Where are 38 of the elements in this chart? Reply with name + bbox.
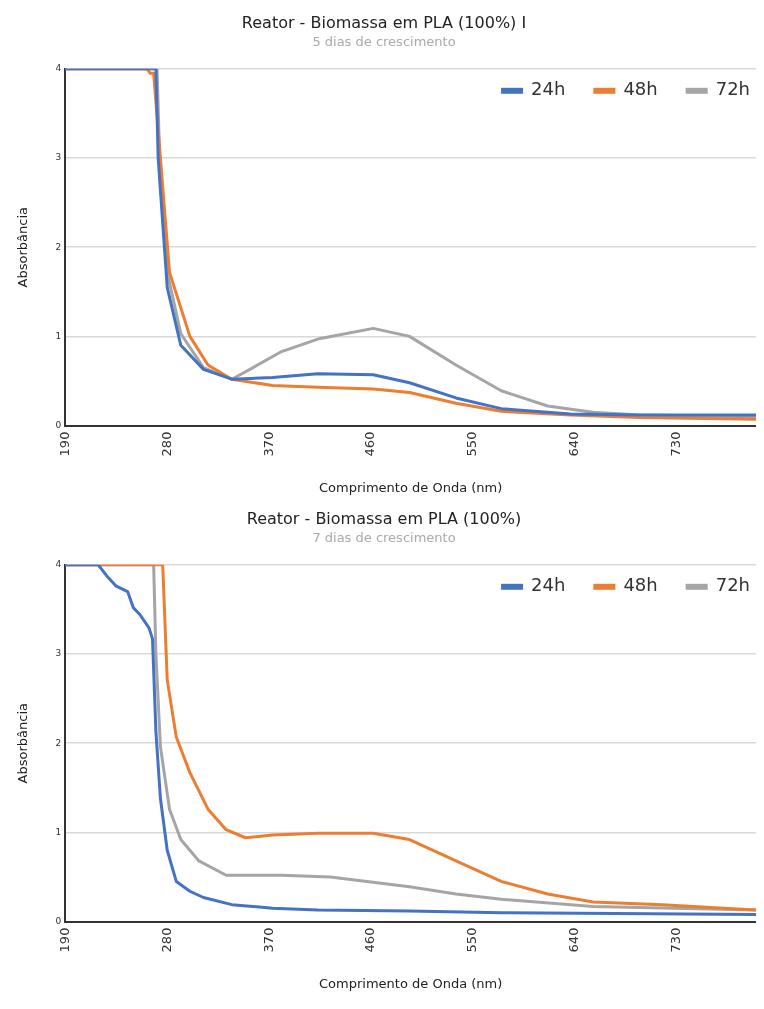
- y-axis-title: Absorbância: [15, 206, 31, 288]
- x-tick-label: 730: [668, 431, 684, 457]
- legend-label: 72h: [715, 78, 750, 100]
- chart-subtitle: 5 dias de crescimento: [312, 34, 456, 50]
- x-tick-label: 370: [260, 927, 276, 953]
- y-tick-label: 1: [55, 330, 62, 341]
- legend-label: 24h: [531, 78, 566, 100]
- legend-label: 24h: [531, 574, 566, 596]
- y-tick-label: 2: [55, 241, 62, 252]
- chart-subtitle: 7 dias de crescimento: [312, 530, 456, 546]
- y-axis-title: Absorbância: [15, 702, 31, 784]
- x-tick-label: 640: [566, 927, 582, 953]
- y-tick-label: 1: [55, 826, 62, 837]
- x-tick-label: 550: [464, 431, 480, 457]
- x-tick-label: 550: [464, 927, 480, 953]
- x-tick-label: 460: [362, 431, 378, 457]
- y-tick-label: 4: [55, 559, 62, 570]
- x-tick-label: 370: [260, 431, 276, 457]
- y-tick-label: 3: [55, 648, 62, 659]
- x-tick-label: 460: [362, 927, 378, 953]
- x-tick-label: 280: [158, 431, 174, 457]
- legend-label: 48h: [623, 78, 658, 100]
- y-tick-label: 4: [55, 63, 62, 74]
- x-tick-label: 190: [56, 927, 72, 953]
- chart-title: Reator - Biomassa em PLA (100%): [246, 508, 522, 528]
- x-axis-title: Comprimento de Onda (nm): [319, 975, 503, 991]
- y-tick-label: 2: [55, 737, 62, 748]
- x-axis-title: Comprimento de Onda (nm): [319, 479, 503, 495]
- legend-label: 72h: [715, 574, 750, 596]
- legend-label: 48h: [623, 574, 658, 596]
- x-tick-label: 190: [56, 431, 72, 457]
- x-tick-label: 730: [668, 927, 684, 953]
- x-tick-label: 640: [566, 431, 582, 457]
- y-tick-label: 3: [55, 152, 62, 163]
- y-tick-label: 0: [55, 915, 62, 926]
- y-tick-label: 0: [55, 419, 62, 430]
- x-tick-label: 280: [158, 927, 174, 953]
- chart-title: Reator - Biomassa em PLA (100%) I: [241, 12, 527, 32]
